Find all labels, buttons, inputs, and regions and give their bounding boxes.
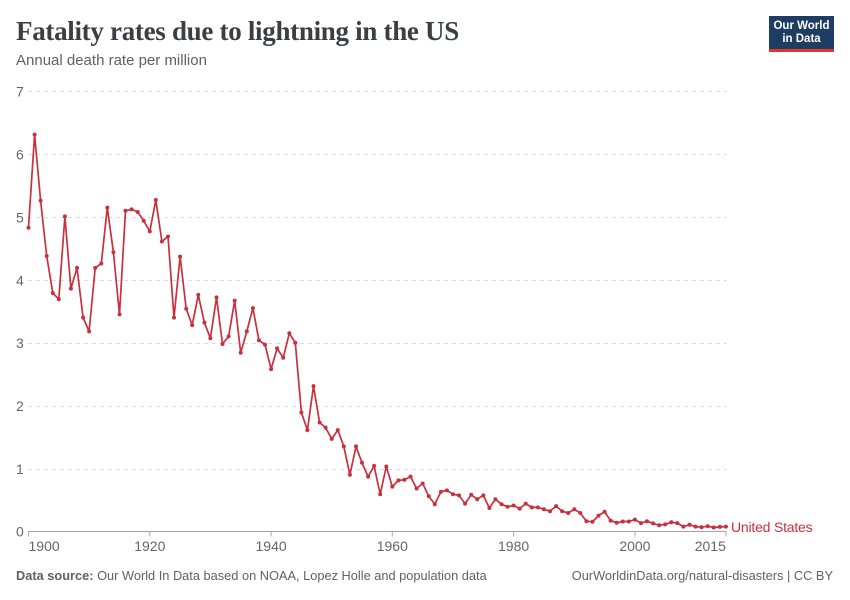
- svg-text:1960: 1960: [377, 538, 408, 554]
- svg-text:2: 2: [16, 398, 24, 414]
- svg-text:2000: 2000: [619, 538, 650, 554]
- svg-text:5: 5: [16, 209, 24, 225]
- svg-text:0: 0: [16, 524, 24, 540]
- svg-text:1980: 1980: [498, 538, 529, 554]
- svg-text:4: 4: [16, 272, 24, 288]
- svg-text:3: 3: [16, 335, 24, 351]
- svg-text:1900: 1900: [29, 538, 60, 554]
- svg-text:United States: United States: [731, 519, 813, 535]
- svg-text:1920: 1920: [134, 538, 165, 554]
- svg-text:6: 6: [16, 147, 24, 163]
- svg-text:1940: 1940: [256, 538, 287, 554]
- svg-text:7: 7: [16, 84, 24, 100]
- svg-text:2015: 2015: [695, 538, 726, 554]
- svg-text:1: 1: [16, 461, 24, 477]
